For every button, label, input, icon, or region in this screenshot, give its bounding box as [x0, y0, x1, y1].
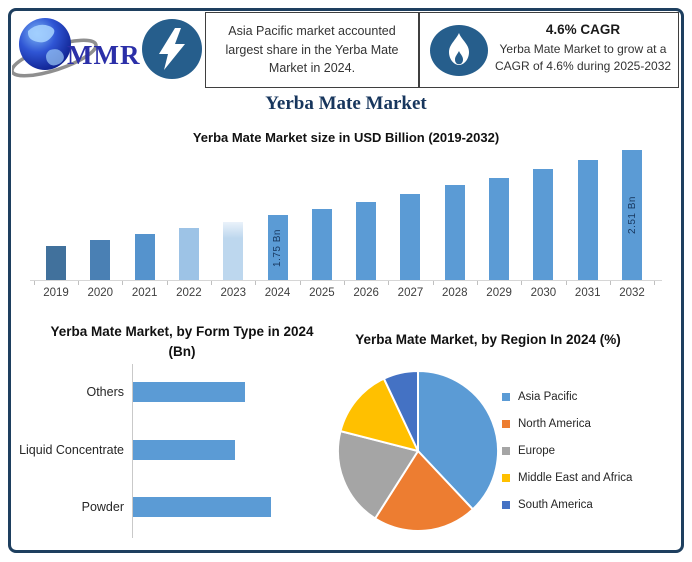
x-axis-tick — [565, 281, 567, 285]
year-label-2024: 2024 — [264, 287, 291, 299]
cagr-description: Yerba Mate Market to grow at a CAGR of 4… — [494, 42, 672, 74]
x-axis-tick — [344, 281, 345, 285]
x-axis-tick — [299, 281, 301, 285]
x-axis-line — [30, 280, 662, 281]
flame-icon — [430, 25, 488, 76]
infographic-border — [8, 8, 684, 553]
x-axis-tick — [432, 281, 434, 285]
mmr-logo: MMR — [10, 14, 144, 86]
bar-value-label-2024: 1.75 Bn — [272, 228, 284, 267]
market-size-chart-title: Yerba Mate Market size in USD Billion (2… — [192, 130, 500, 145]
x-axis-tick — [255, 281, 257, 285]
hbar-label-liquid-concentrate: Liquid Concentrate — [19, 443, 124, 457]
bar-2019 — [46, 246, 66, 280]
year-label-2025: 2025 — [309, 287, 335, 299]
pie-slice-europe — [337, 430, 419, 520]
region-pie-chart — [337, 369, 500, 532]
legend-marker-europe — [502, 446, 510, 455]
legend-marker-middle-east-and-africa — [502, 473, 510, 482]
x-axis-tick — [166, 281, 168, 285]
globe-icon — [10, 18, 98, 78]
highlight-right-text: 4.6% CAGR Yerba Mate Market to grow at a… — [492, 22, 674, 76]
hbar-others — [133, 382, 245, 402]
year-label-2028: 2028 — [441, 287, 468, 299]
x-axis-tick — [521, 281, 523, 285]
bar-2031 — [577, 160, 598, 280]
x-axis-tick — [609, 281, 611, 285]
x-axis-tick — [476, 281, 478, 285]
legend-marker-asia-pacific — [502, 392, 510, 401]
region-legend: Asia Pacific North America Europe Middle Ea… — [502, 383, 632, 518]
year-label-2027: 2027 — [397, 287, 424, 299]
bar-2021 — [134, 234, 155, 280]
cagr-headline: 4.6% CAGR — [545, 22, 621, 37]
x-axis-tick — [122, 281, 124, 285]
year-label-2031: 2031 — [574, 287, 601, 299]
legend-marker-south-america — [502, 500, 510, 509]
bar-value-label-2032: 2.51 Bn — [626, 196, 638, 234]
bar-2023 — [223, 222, 244, 280]
bar-2026 — [356, 202, 377, 280]
legend-label-europe: Europe — [518, 444, 556, 457]
year-label-2020: 2020 — [87, 287, 114, 299]
highlight-box-right: 4.6% CAGR Yerba Mate Market to grow at a… — [419, 12, 679, 88]
highlight-box-left: Asia Pacific market accounted largest sh… — [205, 12, 419, 88]
bar-2025 — [311, 209, 332, 280]
market-size-bar-chart: 1.75 Bn 2.51 Bn — [0, 150, 692, 280]
year-label-2032: 2032 — [619, 287, 645, 299]
x-axis-tick — [78, 281, 80, 285]
hbar-label-others: Others — [86, 385, 124, 399]
bar-2020 — [90, 240, 111, 280]
logo-text: MMR — [67, 40, 141, 70]
legend-marker-north-america — [502, 419, 510, 428]
year-label-2029: 2029 — [486, 287, 512, 299]
legend-item-europe: Europe — [502, 437, 632, 464]
form-type-chart-title: Yerba Mate Market, by Form Type in 2024 … — [50, 324, 314, 360]
year-label-2021: 2021 — [131, 287, 158, 299]
year-label-2023: 2023 — [220, 287, 247, 299]
year-label-2019: 2019 — [43, 287, 69, 299]
legend-item-asia-pacific: Asia Pacific — [502, 383, 632, 410]
legend-item-south-america: South America — [502, 491, 632, 518]
lightning-icon — [142, 19, 202, 79]
pie-slice-middle-east-and-africa — [339, 377, 419, 452]
legend-label-middle-east-and-africa: Middle East and Africa — [518, 471, 633, 484]
legend-item-north-america: North America — [502, 410, 632, 437]
bar-2028 — [444, 185, 465, 280]
year-label-2026: 2026 — [353, 287, 379, 299]
x-axis-tick — [33, 281, 35, 285]
pie-slice-north-america — [374, 450, 474, 532]
hbar-label-powder: Powder — [81, 500, 124, 514]
x-axis-tick — [211, 281, 213, 285]
year-label-2030: 2030 — [530, 287, 557, 299]
bar-2022 — [178, 228, 199, 280]
bar-2027 — [400, 194, 421, 280]
legend-label-north-america: North America — [518, 417, 591, 430]
bar-2032: 2.51 Bn — [622, 150, 643, 280]
legend-label-south-america: South America — [518, 498, 593, 511]
region-chart-title: Yerba Mate Market, by Region In 2024 (%) — [355, 332, 621, 347]
form-type-axis-line — [132, 364, 133, 538]
legend-label-asia-pacific: Asia Pacific — [518, 390, 578, 403]
bar-2029 — [489, 178, 510, 280]
x-axis-tick — [388, 281, 390, 285]
year-label-2022: 2022 — [176, 287, 202, 299]
pie-slice-asia-pacific — [417, 370, 500, 511]
page-title: Yerba Mate Market — [265, 93, 427, 114]
highlight-left-text: Asia Pacific market accounted largest sh… — [225, 23, 399, 76]
hbar-powder — [133, 497, 271, 517]
hbar-liquid-concentrate — [133, 440, 235, 460]
bar-2030 — [533, 169, 554, 280]
legend-item-middle-east-and-africa: Middle East and Africa — [502, 464, 632, 491]
bar-2024: 1.75 Bn — [267, 215, 288, 280]
x-axis-tick — [654, 281, 656, 285]
pie-slice-south-america — [382, 369, 419, 452]
